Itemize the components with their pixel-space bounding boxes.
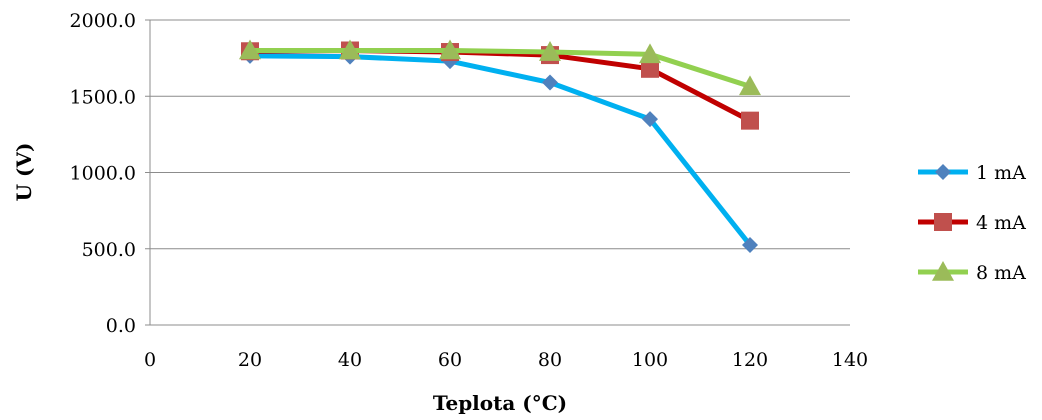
x-tick-label: 140 bbox=[832, 349, 868, 371]
x-tick-label: 100 bbox=[632, 349, 668, 371]
x-tick-label: 20 bbox=[238, 349, 262, 371]
data-point bbox=[439, 39, 461, 60]
y-axis-title: U (V) bbox=[12, 143, 36, 202]
data-point bbox=[542, 74, 558, 91]
x-tick-label: 60 bbox=[438, 349, 462, 371]
legend-item: 8 mA bbox=[918, 261, 1026, 284]
grid-lines bbox=[150, 19, 850, 250]
y-tick-labels: 0.0 500.0 1000.0 1500.0 2000.0 bbox=[70, 10, 136, 337]
series-group bbox=[239, 39, 761, 253]
legend-label: 8 mA bbox=[976, 262, 1026, 284]
axes bbox=[145, 19, 850, 326]
legend-marker bbox=[932, 261, 954, 281]
y-tick-label: 2000.0 bbox=[70, 10, 136, 32]
legend-label: 4 mA bbox=[976, 212, 1026, 234]
y-tick-label: 1500.0 bbox=[70, 86, 136, 108]
data-point bbox=[339, 39, 361, 60]
series-line bbox=[247, 48, 753, 89]
data-point bbox=[239, 39, 261, 60]
legend-marker bbox=[934, 213, 952, 231]
x-tick-label: 40 bbox=[338, 349, 362, 371]
x-tick-label: 120 bbox=[732, 349, 768, 371]
x-axis-title: Teplota (°C) bbox=[433, 391, 567, 415]
x-tick-label: 0 bbox=[144, 349, 156, 371]
series-1 bbox=[242, 47, 758, 253]
x-tick-label: 80 bbox=[538, 349, 562, 371]
x-tick-labels: 0 20 40 60 80 100 120 140 bbox=[144, 349, 868, 371]
legend-marker bbox=[935, 164, 951, 180]
y-tick-label: 1000.0 bbox=[70, 163, 136, 185]
legend: 1 mA 4 mA 8 mA bbox=[918, 162, 1026, 284]
legend-item: 1 mA bbox=[918, 162, 1026, 184]
data-point bbox=[641, 59, 659, 78]
data-point bbox=[642, 111, 658, 128]
series-line bbox=[247, 53, 753, 248]
data-point bbox=[539, 41, 561, 61]
legend-item: 4 mA bbox=[918, 212, 1026, 234]
data-point bbox=[742, 236, 758, 253]
data-point bbox=[639, 43, 661, 64]
data-point bbox=[739, 75, 761, 96]
legend-label: 1 mA bbox=[976, 162, 1026, 184]
y-tick-label: 0.0 bbox=[106, 315, 136, 337]
y-tick-label: 500.0 bbox=[82, 239, 136, 261]
data-point bbox=[741, 111, 759, 130]
series-3 bbox=[239, 39, 761, 96]
